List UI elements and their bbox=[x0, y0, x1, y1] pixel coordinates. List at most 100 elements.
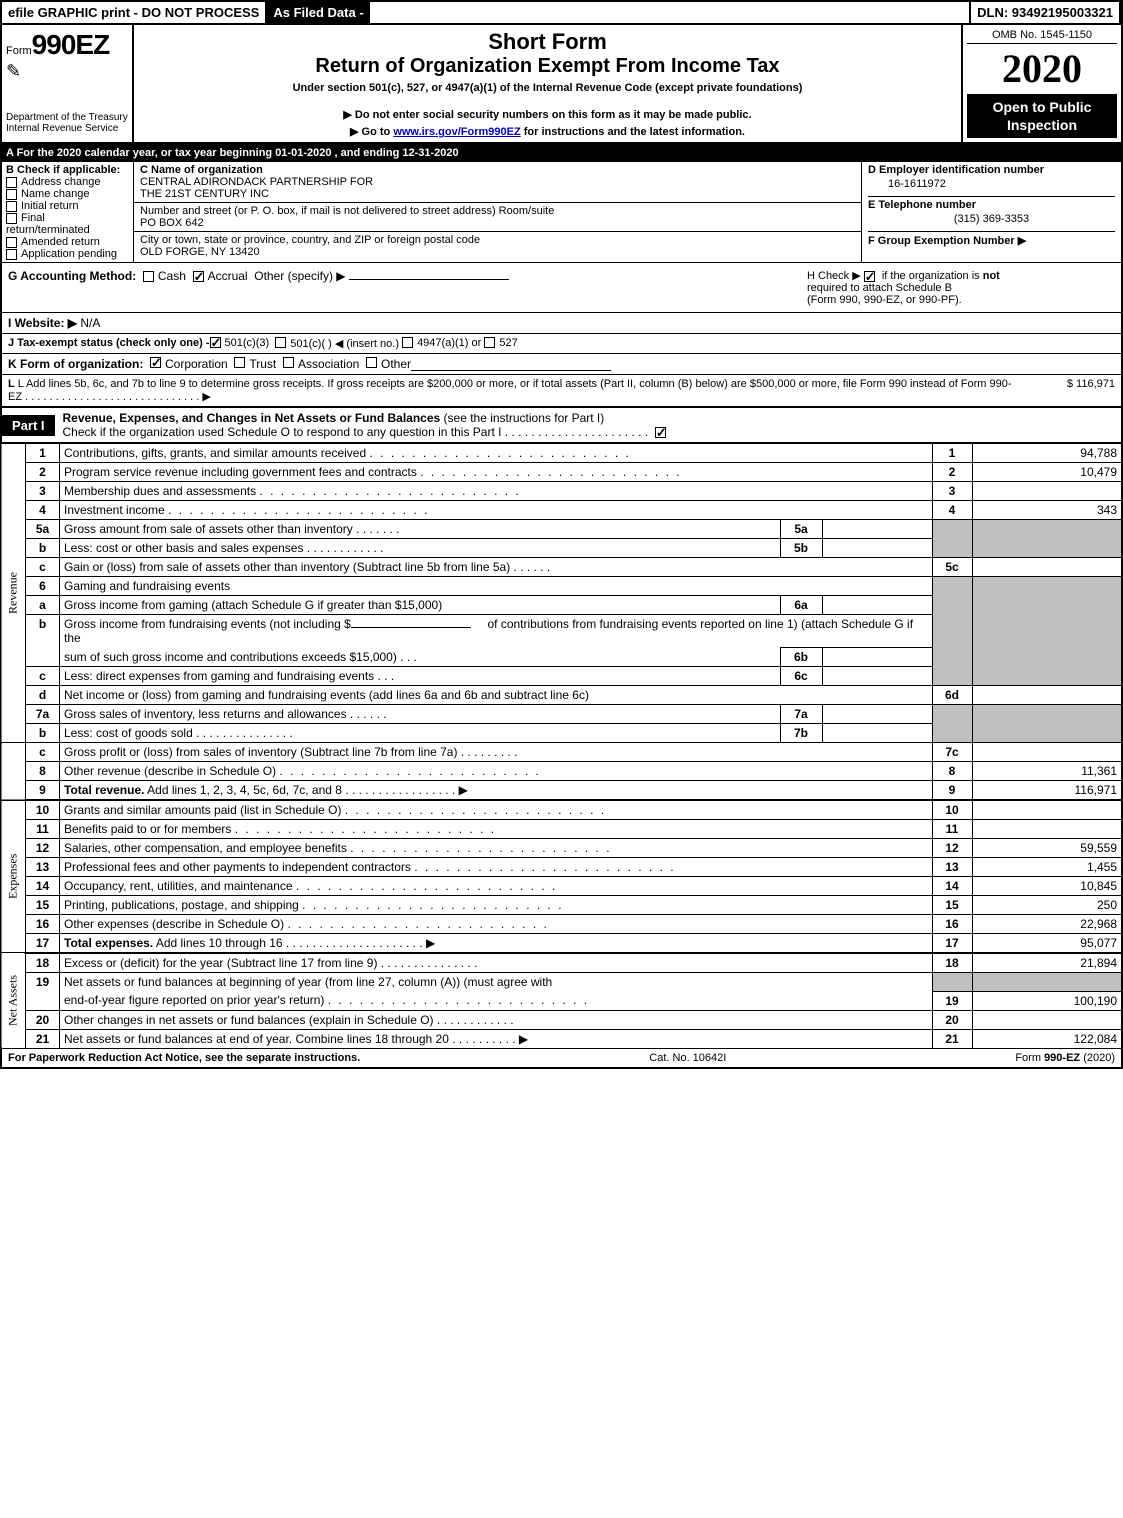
rv-20 bbox=[972, 1010, 1122, 1029]
ln-17-desc: Total expenses. Add lines 10 through 16 … bbox=[60, 934, 933, 954]
ln-19b-desc: end-of-year figure reported on prior yea… bbox=[60, 991, 933, 1010]
c-addr: PO BOX 642 bbox=[140, 217, 855, 229]
chk-application-pending[interactable] bbox=[6, 249, 17, 260]
ln-6a-desc: Gross income from gaming (attach Schedul… bbox=[60, 596, 781, 615]
ln-14-desc: Occupancy, rent, utilities, and maintena… bbox=[60, 877, 933, 896]
e-label: E Telephone number bbox=[868, 196, 1115, 211]
netassets-side-label: Net Assets bbox=[1, 953, 26, 1048]
open-to-public: Open to Public Inspection bbox=[967, 94, 1117, 138]
rv-9: 116,971 bbox=[972, 781, 1122, 801]
c-city-label: City or town, state or province, country… bbox=[140, 234, 855, 246]
ssn-warning: ▶ Do not enter social security numbers o… bbox=[142, 108, 953, 121]
chk-amended-return[interactable] bbox=[6, 237, 17, 248]
form-header: Form990EZ ✎ Department of the Treasury I… bbox=[0, 23, 1123, 145]
ln-11: 11 bbox=[26, 820, 60, 839]
chk-final-return[interactable] bbox=[6, 213, 17, 224]
chk-527[interactable] bbox=[484, 337, 495, 348]
c-addr-cell: Number and street (or P. O. box, if mail… bbox=[134, 203, 861, 232]
sb-5a: 5a bbox=[780, 520, 822, 539]
ln-15: 15 bbox=[26, 896, 60, 915]
ln-6b: b bbox=[26, 615, 60, 648]
efile-label: efile GRAPHIC print - DO NOT PROCESS bbox=[2, 2, 267, 23]
chk-association[interactable] bbox=[283, 357, 294, 368]
d-label: D Employer identification number bbox=[868, 164, 1115, 176]
page-footer: For Paperwork Reduction Act Notice, see … bbox=[0, 1049, 1123, 1069]
chk-schedule-o[interactable] bbox=[655, 427, 666, 438]
ln-2-desc: Program service revenue including govern… bbox=[60, 463, 933, 482]
chk-initial-return[interactable] bbox=[6, 201, 17, 212]
chk-address-change[interactable] bbox=[6, 177, 17, 188]
k-opt-2: Association bbox=[298, 357, 359, 371]
row-i: I Website: ▶ N/A bbox=[0, 313, 1123, 334]
rv-8: 11,361 bbox=[972, 762, 1122, 781]
chk-4947[interactable] bbox=[402, 337, 413, 348]
omb-number: OMB No. 1545-1150 bbox=[967, 29, 1117, 44]
ln-4: 4 bbox=[26, 501, 60, 520]
k-opt-1: Trust bbox=[249, 357, 276, 371]
rn-12: 12 bbox=[932, 839, 972, 858]
ln-9: 9 bbox=[26, 781, 60, 801]
c-name-2: THE 21ST CENTURY INC bbox=[140, 188, 855, 200]
rv-15: 250 bbox=[972, 896, 1122, 915]
k-label: K Form of organization: bbox=[8, 357, 143, 371]
part-1-label: Part I bbox=[2, 415, 55, 436]
ln-6c-desc: Less: direct expenses from gaming and fu… bbox=[60, 667, 781, 686]
sv-7b bbox=[822, 724, 932, 743]
sb-6c: 6c bbox=[780, 667, 822, 686]
rn-20: 20 bbox=[932, 1010, 972, 1029]
sb-7a: 7a bbox=[780, 705, 822, 724]
chk-other-org[interactable] bbox=[366, 357, 377, 368]
b-opt-2: Initial return bbox=[21, 200, 78, 212]
ln-5c-desc: Gain or (loss) from sale of assets other… bbox=[60, 558, 933, 577]
goto-pre: ▶ Go to bbox=[350, 126, 393, 138]
chk-accrual[interactable] bbox=[193, 271, 204, 282]
goto-line: ▶ Go to www.irs.gov/Form990EZ for instru… bbox=[142, 125, 953, 138]
ln-7a: 7a bbox=[26, 705, 60, 724]
rv-10 bbox=[972, 800, 1122, 820]
irs-label: Internal Revenue Service bbox=[6, 123, 128, 134]
rn-8: 8 bbox=[932, 762, 972, 781]
header-mid: Short Form Return of Organization Exempt… bbox=[134, 25, 961, 142]
ln-5c: c bbox=[26, 558, 60, 577]
part-1-check-line: Check if the organization used Schedule … bbox=[63, 425, 649, 439]
chk-h[interactable] bbox=[864, 271, 875, 282]
ln-5a-desc: Gross amount from sale of assets other t… bbox=[60, 520, 781, 539]
rn-5c: 5c bbox=[932, 558, 972, 577]
b-opt-5: Application pending bbox=[21, 248, 117, 260]
rn-6d: 6d bbox=[932, 686, 972, 705]
ln-8-desc: Other revenue (describe in Schedule O) bbox=[60, 762, 933, 781]
sb-5b: 5b bbox=[780, 539, 822, 558]
footer-left: For Paperwork Reduction Act Notice, see … bbox=[8, 1052, 360, 1064]
c-addr-label: Number and street (or P. O. box, if mail… bbox=[140, 205, 855, 217]
goto-link[interactable]: www.irs.gov/Form990EZ bbox=[393, 126, 520, 138]
chk-501c[interactable] bbox=[275, 337, 286, 348]
rv-13: 1,455 bbox=[972, 858, 1122, 877]
ln-3-desc: Membership dues and assessments bbox=[60, 482, 933, 501]
chk-501c3[interactable] bbox=[210, 337, 221, 348]
chk-name-change[interactable] bbox=[6, 189, 17, 200]
row-gh: G Accounting Method: Cash Accrual Other … bbox=[0, 263, 1123, 313]
ln-4-desc: Investment income bbox=[60, 501, 933, 520]
chk-trust[interactable] bbox=[234, 357, 245, 368]
col-b: B Check if applicable: Address change Na… bbox=[2, 162, 134, 262]
row-j: J Tax-exempt status (check only one) - 5… bbox=[0, 334, 1123, 354]
ln-16: 16 bbox=[26, 915, 60, 934]
goto-post: for instructions and the latest informat… bbox=[521, 126, 745, 138]
revenue-side-label: Revenue bbox=[1, 444, 26, 743]
sb-6b: 6b bbox=[780, 648, 822, 667]
rn-2: 2 bbox=[932, 463, 972, 482]
chk-corporation[interactable] bbox=[150, 357, 161, 368]
ln-19a-desc: Net assets or fund balances at beginning… bbox=[60, 973, 933, 992]
chk-cash[interactable] bbox=[143, 271, 154, 282]
asfiled-label: As Filed Data - bbox=[267, 2, 369, 23]
line-a-text: A For the 2020 calendar year, or tax yea… bbox=[2, 145, 463, 161]
rv-6d bbox=[972, 686, 1122, 705]
ln-20-desc: Other changes in net assets or fund bala… bbox=[60, 1010, 933, 1029]
k-opt-3: Other bbox=[381, 357, 411, 371]
col-c: C Name of organization CENTRAL ADIRONDAC… bbox=[134, 162, 861, 262]
ln-6: 6 bbox=[26, 577, 60, 596]
ln-6-desc: Gaming and fundraising events bbox=[60, 577, 933, 596]
c-city-cell: City or town, state or province, country… bbox=[134, 232, 861, 260]
under-section: Under section 501(c), 527, or 4947(a)(1)… bbox=[142, 82, 953, 94]
rv-14: 10,845 bbox=[972, 877, 1122, 896]
